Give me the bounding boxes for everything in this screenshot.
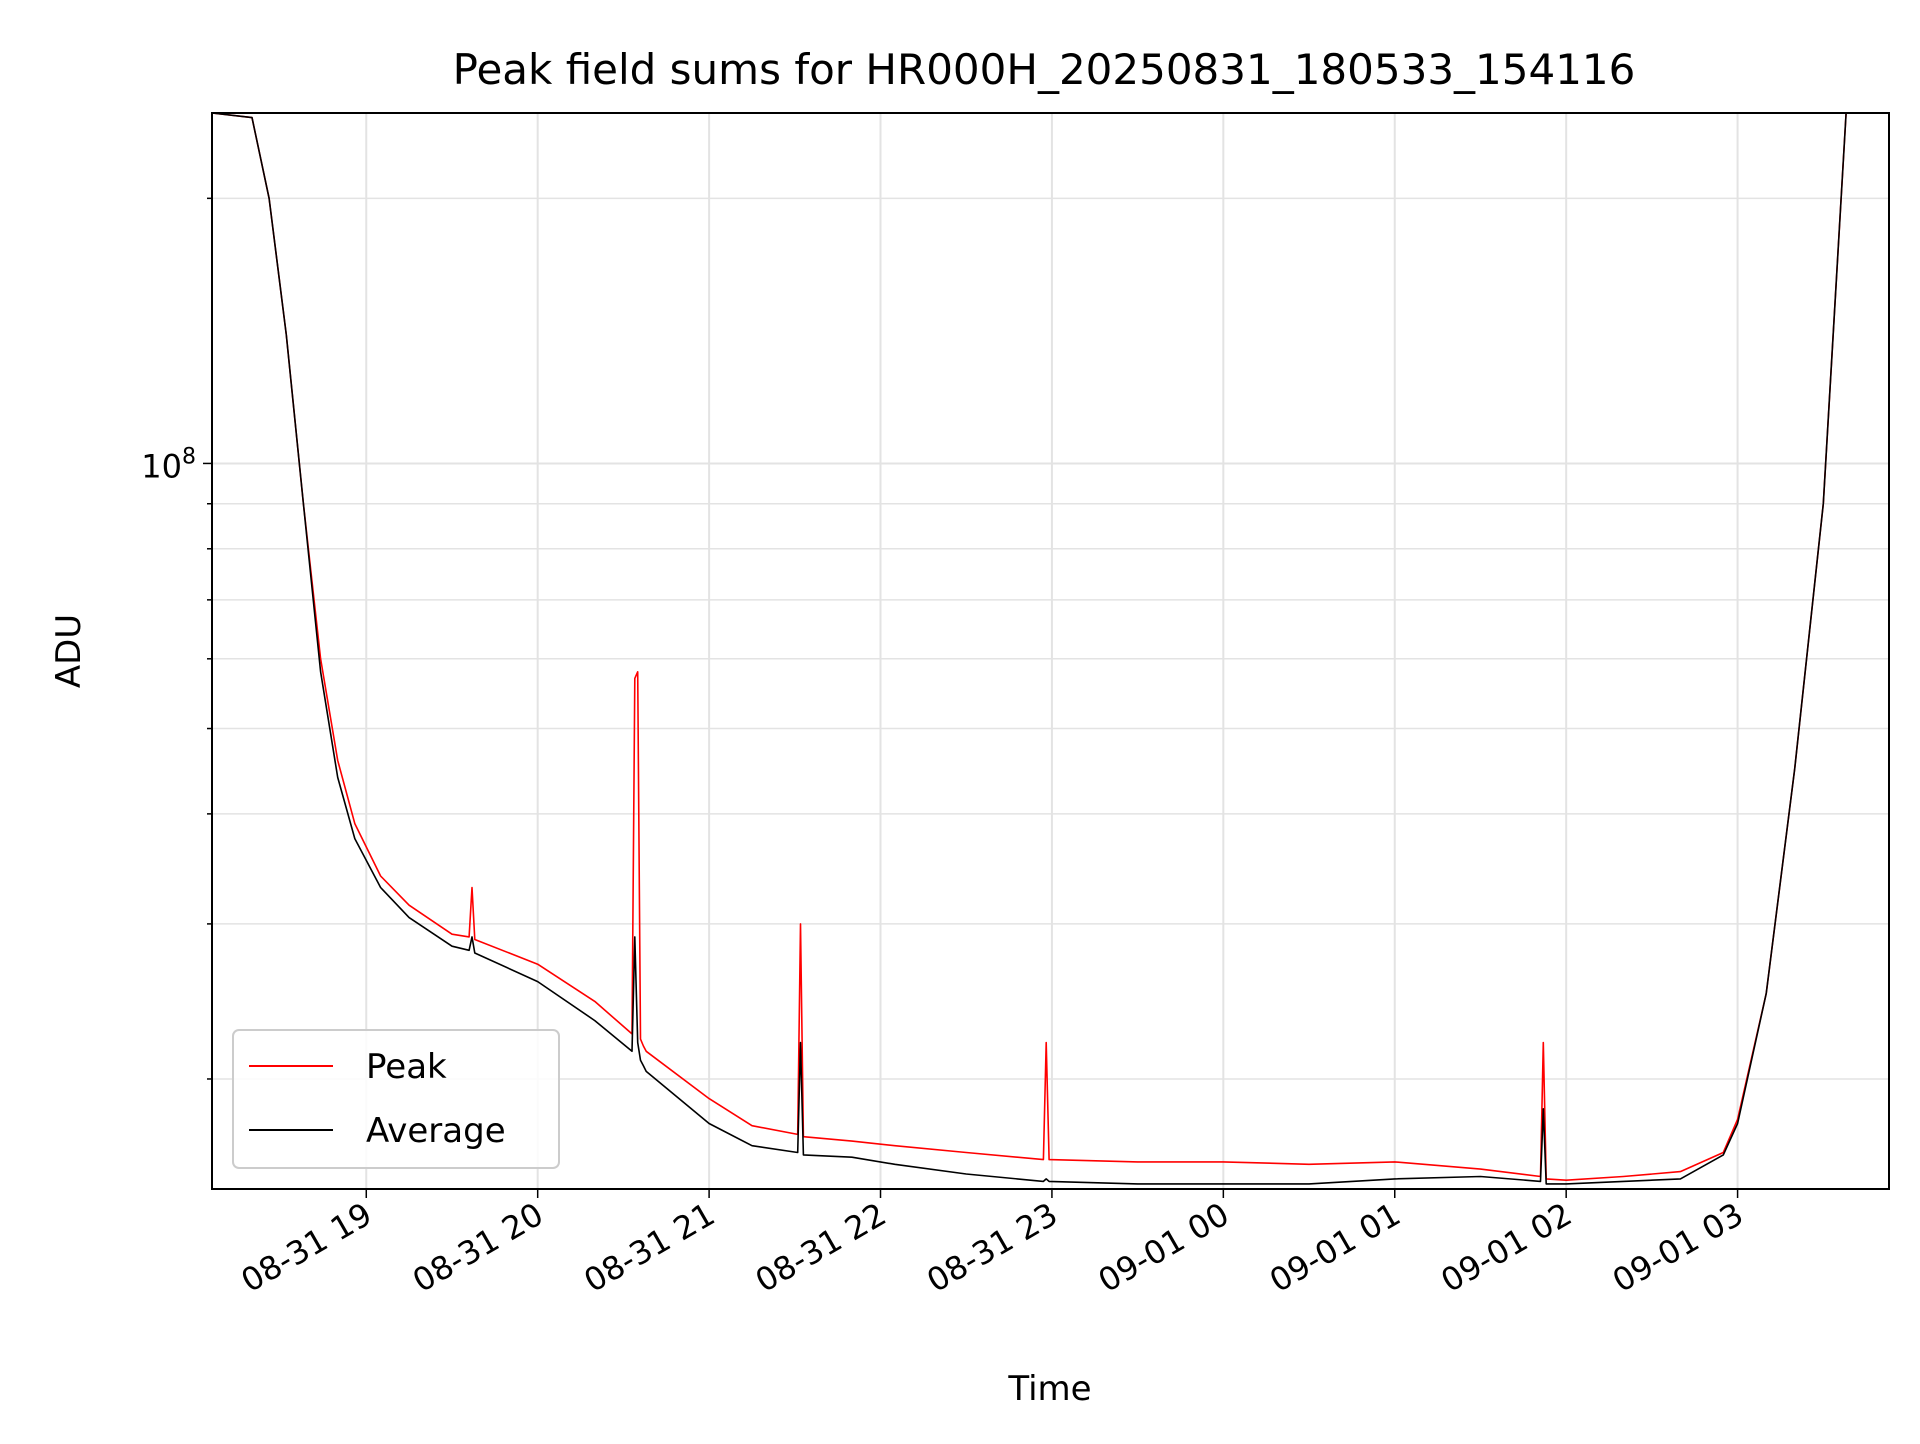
- x-axis-ticks: 08-31 19 08-31 20 08-31 21 08-31 22 08-31 23…: [235, 1189, 1750, 1300]
- x-tick-label: 08-31 21: [578, 1195, 722, 1300]
- series-line-average: [211, 112, 1847, 1185]
- x-tick-label: 08-31 20: [406, 1195, 550, 1300]
- grid-layer: [212, 113, 1889, 1189]
- chart-title: Peak field sums for HR000H_20250831_1805…: [453, 45, 1636, 94]
- legend-box: [232, 1029, 560, 1169]
- x-tick-label: 08-31 22: [749, 1195, 893, 1300]
- y-tick-label: 108: [141, 444, 196, 485]
- series-line-peak: [211, 112, 1847, 1181]
- x-tick-label: 09-01 01: [1263, 1195, 1407, 1300]
- y-axis-ticks: [203, 197, 212, 1080]
- series-layer: [211, 112, 1847, 1185]
- legend-label-average: Average: [366, 1111, 506, 1151]
- x-tick-label: 08-31 23: [920, 1195, 1064, 1300]
- x-tick-label: 09-01 02: [1435, 1195, 1579, 1300]
- y-axis-label: ADU: [49, 614, 89, 688]
- x-tick-label: 08-31 19: [235, 1195, 379, 1300]
- x-tick-label: 09-01 03: [1606, 1195, 1750, 1300]
- y-tick-base: 10: [141, 447, 182, 485]
- x-axis-label: Time: [1007, 1369, 1091, 1409]
- legend-label-peak: Peak: [366, 1047, 447, 1087]
- y-tick-exponent: 8: [182, 444, 196, 469]
- legend: Peak Average: [232, 1029, 560, 1169]
- plot-frame: [211, 112, 1890, 1190]
- x-tick-label: 09-01 00: [1092, 1195, 1236, 1300]
